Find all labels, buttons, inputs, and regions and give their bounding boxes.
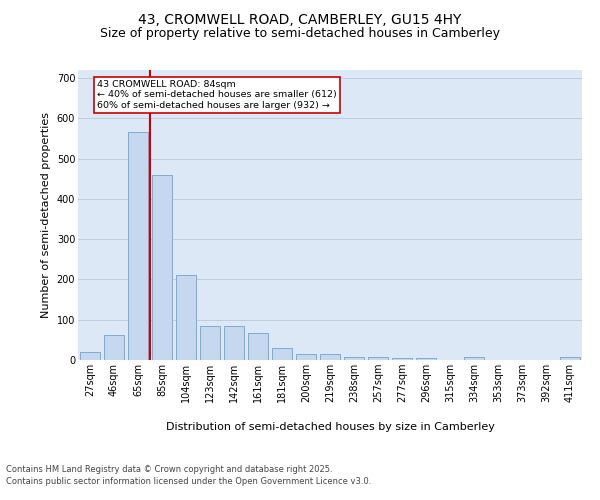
Text: Contains HM Land Registry data © Crown copyright and database right 2025.: Contains HM Land Registry data © Crown c… [6,465,332,474]
Text: Contains public sector information licensed under the Open Government Licence v3: Contains public sector information licen… [6,478,371,486]
Bar [152,174,172,360]
Bar [464,357,484,360]
Bar [200,326,220,360]
Bar [104,335,124,360]
Bar [344,357,364,360]
Bar [560,357,580,360]
Y-axis label: Number of semi-detached properties: Number of semi-detached properties [41,112,51,318]
Bar [272,348,292,360]
Bar [392,358,412,360]
Bar [416,358,436,360]
Text: Size of property relative to semi-detached houses in Camberley: Size of property relative to semi-detach… [100,28,500,40]
Bar [80,352,100,360]
Text: 43, CROMWELL ROAD, CAMBERLEY, GU15 4HY: 43, CROMWELL ROAD, CAMBERLEY, GU15 4HY [139,12,461,26]
Bar [368,357,388,360]
Bar [128,132,148,360]
Text: Distribution of semi-detached houses by size in Camberley: Distribution of semi-detached houses by … [166,422,494,432]
Bar [296,354,316,360]
Text: 43 CROMWELL ROAD: 84sqm
← 40% of semi-detached houses are smaller (612)
60% of s: 43 CROMWELL ROAD: 84sqm ← 40% of semi-de… [97,80,337,110]
Bar [320,354,340,360]
Bar [224,326,244,360]
Bar [176,276,196,360]
Bar [248,332,268,360]
